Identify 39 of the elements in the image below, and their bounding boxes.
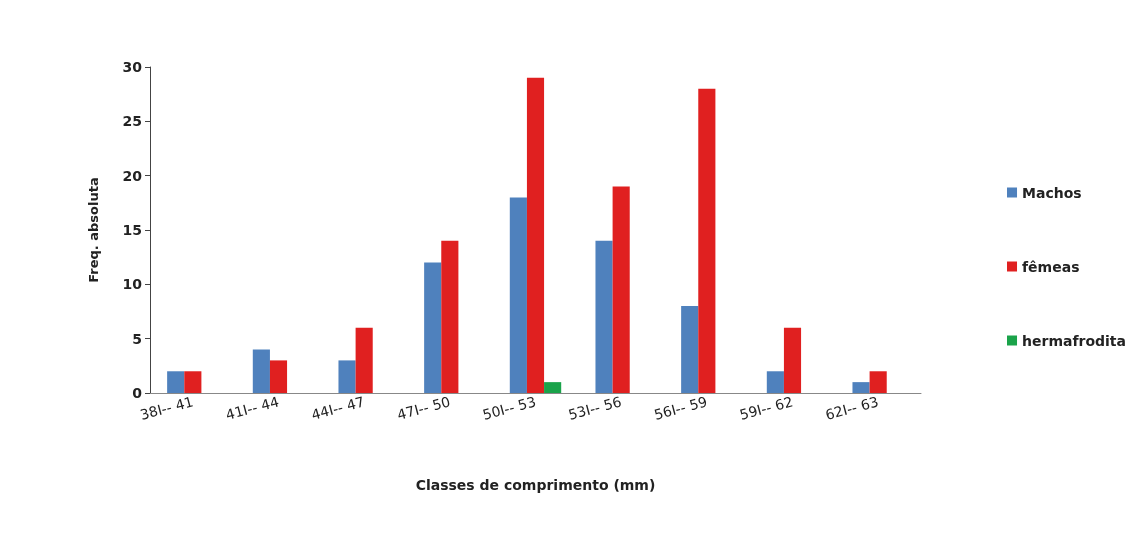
legend-label: fêmeas (1022, 258, 1080, 275)
bar (184, 371, 202, 393)
legend-label: Machos (1022, 184, 1082, 201)
x-tick-label: 56I-- 59 (652, 393, 709, 423)
bar (355, 327, 373, 393)
bar (441, 240, 459, 393)
x-tick-label: 50I-- 53 (480, 393, 538, 423)
bar (544, 382, 562, 393)
y-tick-label: 10 (122, 276, 143, 293)
legend-label: hermafrodita (1022, 332, 1127, 349)
bar (509, 197, 527, 393)
bar (167, 371, 185, 393)
bar (869, 371, 887, 393)
x-tick-label: 44I-- 47 (309, 393, 367, 423)
bar (338, 360, 356, 393)
y-tick-label: 0 (132, 385, 143, 401)
bar (269, 360, 288, 393)
y-tick-label: 20 (122, 167, 143, 184)
bar (612, 186, 630, 393)
bar (852, 382, 870, 393)
bar (681, 306, 699, 393)
x-tick-label: 62I-- 63 (823, 393, 881, 423)
y-tick-label: 5 (132, 330, 142, 347)
bar (424, 262, 442, 393)
bar (698, 88, 716, 393)
bar (252, 349, 270, 393)
x-tick-label: 41I-- 44 (223, 393, 281, 423)
bar (595, 240, 613, 393)
x-tick-label: 59I-- 62 (737, 393, 795, 423)
bar (766, 371, 784, 393)
x-axis-title: Classes de comprimento (mm) (415, 477, 656, 493)
y-axis-title: Freq. absoluta (86, 177, 101, 283)
bar (783, 327, 802, 393)
x-tick-label: 47I-- 50 (395, 393, 452, 423)
bar (526, 77, 545, 393)
x-tick-label: 53I-- 56 (566, 393, 624, 423)
y-tick-label: 15 (122, 222, 142, 238)
y-tick-label: 25 (122, 113, 142, 130)
y-tick-label: 30 (122, 59, 143, 75)
